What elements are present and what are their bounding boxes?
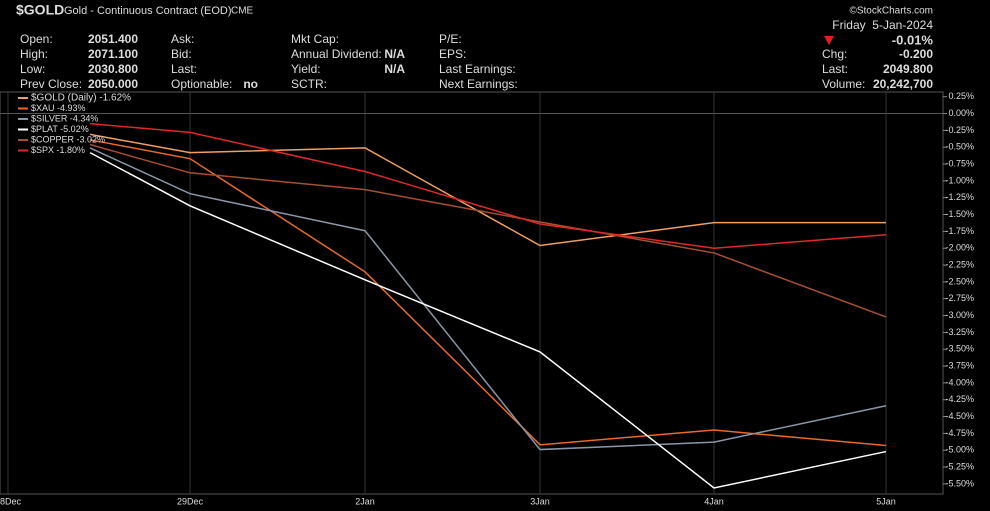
watermark: ©StockCharts.com — [849, 6, 933, 17]
quote-value: 2071.100 — [88, 47, 138, 61]
quote-value: no — [243, 77, 258, 91]
quote-label: Last: — [822, 62, 848, 76]
down-arrow — [824, 36, 834, 45]
quote-label: Chg: — [822, 47, 847, 61]
quote-value: 2051.400 — [88, 32, 138, 46]
y-tick-label: -1.00% — [945, 175, 974, 185]
exchange: CME — [231, 6, 254, 17]
quote-label: Ask: — [171, 32, 194, 46]
x-tick-label: 29Dec — [177, 496, 204, 506]
x-tick-label: 28Dec — [0, 496, 22, 506]
y-tick-label: -1.50% — [945, 209, 974, 219]
quote-label: Optionable: — [171, 77, 232, 91]
quote-label: Low: — [20, 62, 45, 76]
legend-label: $COPPER -3.02% — [31, 134, 105, 144]
y-tick-label: -5.25% — [945, 461, 974, 471]
quote-value: -0.200 — [899, 47, 933, 61]
quote-label: Yield: — [291, 62, 321, 76]
quote-label: Annual Dividend: — [291, 47, 382, 61]
y-tick-label: -3.25% — [945, 327, 974, 337]
y-tick-label: 0.00% — [948, 108, 974, 118]
quote-label: Next Earnings: — [439, 77, 518, 91]
quote-label: Last Earnings: — [439, 62, 516, 76]
series-line — [89, 143, 887, 318]
y-tick-label: -2.50% — [945, 276, 974, 286]
y-tick-label: -5.00% — [945, 445, 974, 455]
y-tick-label: -2.75% — [945, 293, 974, 303]
y-tick-label: -0.25% — [945, 125, 974, 135]
description: Gold - Continuous Contract (EOD) — [64, 5, 232, 17]
y-tick-label: -4.50% — [945, 411, 974, 421]
y-tick-label: 0.25% — [948, 91, 974, 101]
plot-frame — [0, 91, 944, 495]
series-line — [89, 147, 887, 451]
series-line — [89, 151, 887, 489]
quote-label: High: — [20, 47, 48, 61]
quote-value: N/A — [384, 47, 405, 61]
x-tick-label: 4Jan — [704, 496, 724, 506]
y-tick-label: -2.25% — [945, 259, 974, 269]
legend-label: $SILVER -4.34% — [31, 113, 98, 123]
y-tick-label: -0.75% — [945, 158, 974, 168]
quote-value: 2049.800 — [883, 62, 933, 76]
quote-value: 2050.000 — [88, 77, 138, 91]
y-tick-label: -3.75% — [945, 360, 974, 370]
y-tick-label: -5.50% — [945, 478, 974, 488]
y-tick-label: -4.00% — [945, 377, 974, 387]
series-line — [89, 139, 887, 447]
x-tick-label: 3Jan — [530, 496, 550, 506]
y-tick-label: -3.50% — [945, 344, 974, 354]
quote-label: Prev Close: — [20, 77, 82, 91]
y-tick-label: -4.75% — [945, 428, 974, 438]
x-tick-label: 5Jan — [876, 496, 896, 506]
y-tick-label: -3.00% — [945, 310, 974, 320]
x-tick-label: 2Jan — [355, 496, 375, 506]
quote-label: Last: — [171, 62, 197, 76]
legend-label: $XAU -4.93% — [31, 103, 86, 113]
symbol: $GOLD — [16, 2, 64, 18]
y-tick-label: -1.75% — [945, 226, 974, 236]
quote-value: 20,242,700 — [873, 77, 933, 91]
series-line — [89, 133, 886, 247]
quote-value: 2030.800 — [88, 62, 138, 76]
y-tick-label: -0.50% — [945, 142, 974, 152]
quote-label: Bid: — [171, 47, 192, 61]
legend-label: $SPX -1.80% — [31, 145, 85, 155]
quote-label: Open: — [20, 32, 53, 46]
quote-label: SCTR: — [291, 77, 327, 91]
quote-value: N/A — [384, 62, 405, 76]
change-pct: -0.01% — [892, 32, 934, 47]
legend-label: $GOLD (Daily) -1.62% — [31, 93, 131, 104]
quote-label: P/E: — [439, 32, 462, 46]
quote-label: EPS: — [439, 47, 466, 61]
legend-label: $PLAT -5.02% — [31, 124, 89, 134]
y-tick-label: -4.25% — [945, 394, 974, 404]
series-line — [89, 122, 887, 249]
y-tick-label: -2.00% — [945, 243, 974, 253]
y-tick-label: -1.25% — [945, 192, 974, 202]
quote-label: Mkt Cap: — [291, 32, 339, 46]
quote-label: Volume: — [822, 77, 865, 91]
date: Friday 5-Jan-2024 — [832, 18, 933, 32]
